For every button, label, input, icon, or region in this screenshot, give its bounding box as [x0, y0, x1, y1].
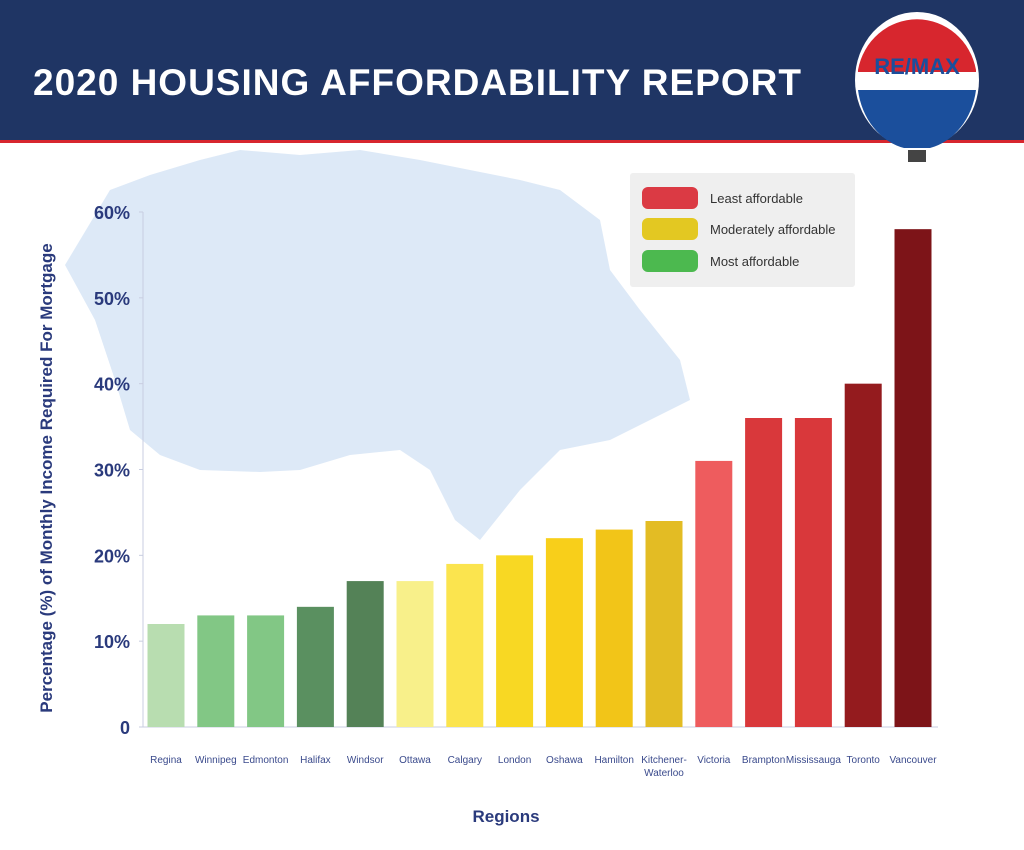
x-tick-label: Regina: [150, 755, 182, 766]
bar: [545, 538, 583, 727]
bar: [446, 563, 484, 727]
x-tick-label: Mississauga: [786, 755, 841, 766]
bar: [296, 606, 334, 727]
bar: [197, 615, 235, 727]
x-tick-label: Hamilton: [594, 755, 633, 766]
bar: [645, 521, 683, 727]
bar: [794, 418, 832, 727]
legend-swatch: [642, 187, 698, 209]
x-tick-label: Halifax: [300, 755, 331, 766]
x-tick-label: Edmonton: [243, 755, 289, 766]
legend-label: Least affordable: [710, 190, 803, 206]
y-tick-label: 30%: [94, 461, 130, 481]
bar: [147, 624, 185, 727]
x-tick-label: Kitchener-Waterloo: [641, 755, 687, 779]
page-title: 2020 HOUSING AFFORDABILITY REPORT: [33, 62, 802, 103]
x-tick-label: Toronto: [847, 755, 881, 766]
legend: Least affordable Moderately affordable M…: [630, 173, 855, 287]
legend-item-most: Most affordable: [642, 250, 799, 272]
bar: [695, 460, 733, 727]
bar: [496, 555, 534, 727]
y-tick-label: 40%: [94, 375, 130, 395]
bar: [396, 581, 434, 727]
y-tick-label: 20%: [94, 546, 130, 566]
y-axis-title: Percentage (%) of Monthly Income Require…: [37, 243, 56, 712]
header-divider: [0, 140, 1024, 143]
x-tick-label: London: [498, 755, 531, 766]
bar: [247, 615, 285, 727]
canada-map-background: [65, 150, 690, 540]
legend-swatch: [642, 250, 698, 272]
legend-item-moderate: Moderately affordable: [642, 218, 836, 240]
bar: [844, 383, 882, 727]
y-tick-label: 60%: [94, 203, 130, 223]
y-tick-label: 10%: [94, 632, 130, 652]
y-tick-label: 0: [120, 718, 130, 738]
remax-balloon-logo: RE/MAX: [855, 12, 979, 162]
legend-label: Moderately affordable: [710, 221, 836, 237]
x-tick-label: Victoria: [697, 755, 731, 766]
x-tick-label: Ottawa: [399, 755, 431, 766]
x-tick-label: Brampton: [742, 755, 785, 766]
x-axis-title: Regions: [472, 807, 539, 826]
x-tick-label: Calgary: [448, 755, 482, 766]
x-tick-label: Oshawa: [546, 755, 583, 766]
legend-item-least: Least affordable: [642, 187, 803, 209]
bar: [745, 418, 783, 727]
x-tick-label: Vancouver: [889, 755, 937, 766]
y-tick-label: 50%: [94, 289, 130, 309]
x-tick-label: Windsor: [347, 755, 384, 766]
x-tick-label: Winnipeg: [195, 755, 237, 766]
legend-label: Most affordable: [710, 253, 800, 269]
legend-swatch: [642, 218, 698, 240]
bar: [595, 529, 633, 727]
logo-text: RE/MAX: [874, 54, 960, 79]
header: [0, 0, 1024, 140]
bar: [346, 581, 384, 727]
bar: [894, 229, 932, 727]
